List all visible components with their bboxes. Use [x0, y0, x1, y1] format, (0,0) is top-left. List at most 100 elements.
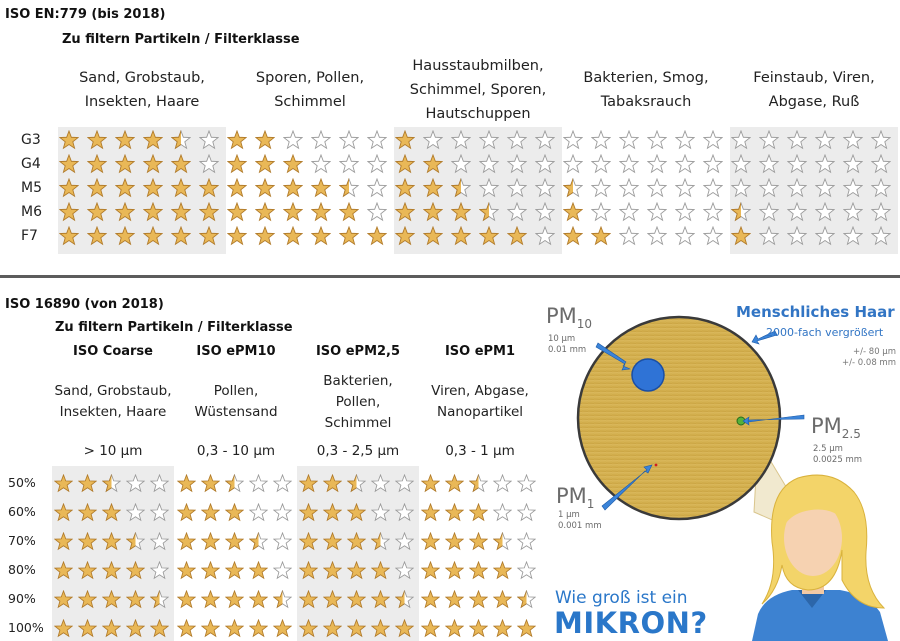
rating-star — [86, 153, 108, 174]
rating-star — [534, 225, 556, 246]
rating-star — [506, 177, 528, 198]
rating-star — [310, 129, 332, 150]
rating-star — [420, 560, 441, 580]
rating-star — [282, 153, 304, 174]
rating-star — [176, 589, 197, 609]
rating-star — [534, 201, 556, 222]
rating-star — [101, 618, 122, 638]
rating-star — [86, 129, 108, 150]
rating-star — [444, 618, 465, 638]
rating-star — [248, 589, 269, 609]
rating-star — [125, 502, 146, 522]
rating-star — [516, 560, 537, 580]
rating-star — [590, 177, 612, 198]
rating-star — [444, 531, 465, 551]
rating-star — [322, 560, 343, 580]
rating-star — [702, 153, 724, 174]
rating-star — [506, 153, 528, 174]
rating-star — [58, 225, 80, 246]
rating-star — [149, 502, 170, 522]
filter-class-label: M5 — [21, 180, 42, 196]
rating-star — [322, 618, 343, 638]
rating-star — [492, 502, 513, 522]
rating-star — [346, 531, 367, 551]
iso-class-header: ISO ePM1 — [444, 344, 516, 359]
rating-star — [282, 225, 304, 246]
rating-star — [200, 589, 221, 609]
rating-star — [298, 473, 319, 493]
efficiency-label: 60% — [8, 504, 36, 519]
rating-star — [562, 153, 584, 174]
rating-star — [516, 531, 537, 551]
rating-star — [282, 201, 304, 222]
rating-star — [310, 225, 332, 246]
rating-star — [200, 531, 221, 551]
rating-star — [149, 589, 170, 609]
iso-class-description: Viren, Abgase, — [431, 383, 529, 399]
rating-star — [77, 589, 98, 609]
rating-star — [298, 618, 319, 638]
rating-star — [646, 177, 668, 198]
rating-star — [394, 560, 415, 580]
rating-star — [58, 201, 80, 222]
rating-star — [200, 502, 221, 522]
efficiency-label: 90% — [8, 591, 36, 606]
particle-size-range: 0,3 - 2,5 µm — [316, 443, 400, 459]
rating-star — [468, 618, 489, 638]
rating-star — [590, 129, 612, 150]
hair-illustration — [576, 315, 888, 641]
rating-star — [149, 473, 170, 493]
pm1-detail: 1 µm 0.001 mm — [558, 510, 602, 531]
rating-star — [254, 129, 276, 150]
rating-star — [618, 129, 640, 150]
rating-star — [53, 589, 74, 609]
rating-star — [338, 225, 360, 246]
rating-star — [346, 560, 367, 580]
rating-star — [370, 473, 391, 493]
rating-star — [226, 201, 248, 222]
rating-star — [394, 225, 416, 246]
rating-star — [77, 618, 98, 638]
rating-star — [842, 153, 864, 174]
rating-star — [702, 225, 724, 246]
rating-star — [516, 473, 537, 493]
rating-star — [58, 129, 80, 150]
category-column-bg — [730, 127, 898, 254]
rating-star — [226, 177, 248, 198]
filter-class-label: G4 — [21, 156, 41, 172]
rating-star — [176, 531, 197, 551]
rating-star — [646, 153, 668, 174]
rating-star — [86, 201, 108, 222]
rating-star — [170, 177, 192, 198]
rating-star — [198, 225, 220, 246]
rating-star — [370, 618, 391, 638]
rating-star — [562, 129, 584, 150]
rating-star — [322, 502, 343, 522]
rating-star — [322, 473, 343, 493]
rating-star — [562, 177, 584, 198]
rating-star — [198, 129, 220, 150]
rating-star — [86, 177, 108, 198]
rating-star — [366, 129, 388, 150]
rating-star — [366, 225, 388, 246]
efficiency-label: 80% — [8, 562, 36, 577]
rating-star — [282, 177, 304, 198]
iso-class-description: Sand, Grobstaub, — [54, 383, 172, 399]
rating-star — [506, 225, 528, 246]
rating-star — [786, 177, 808, 198]
rating-star — [298, 502, 319, 522]
rating-star — [420, 502, 441, 522]
iso-class-description: Wüstensand — [194, 404, 278, 420]
rating-star — [758, 201, 780, 222]
rating-star — [170, 201, 192, 222]
rating-star — [366, 177, 388, 198]
rating-star — [125, 473, 146, 493]
rating-star — [224, 589, 245, 609]
rating-star — [224, 473, 245, 493]
rating-star — [226, 225, 248, 246]
rating-star — [814, 177, 836, 198]
rating-star — [394, 473, 415, 493]
rating-star — [272, 502, 293, 522]
iso-class-description: Nanopartikel — [436, 404, 524, 420]
rating-star — [298, 531, 319, 551]
